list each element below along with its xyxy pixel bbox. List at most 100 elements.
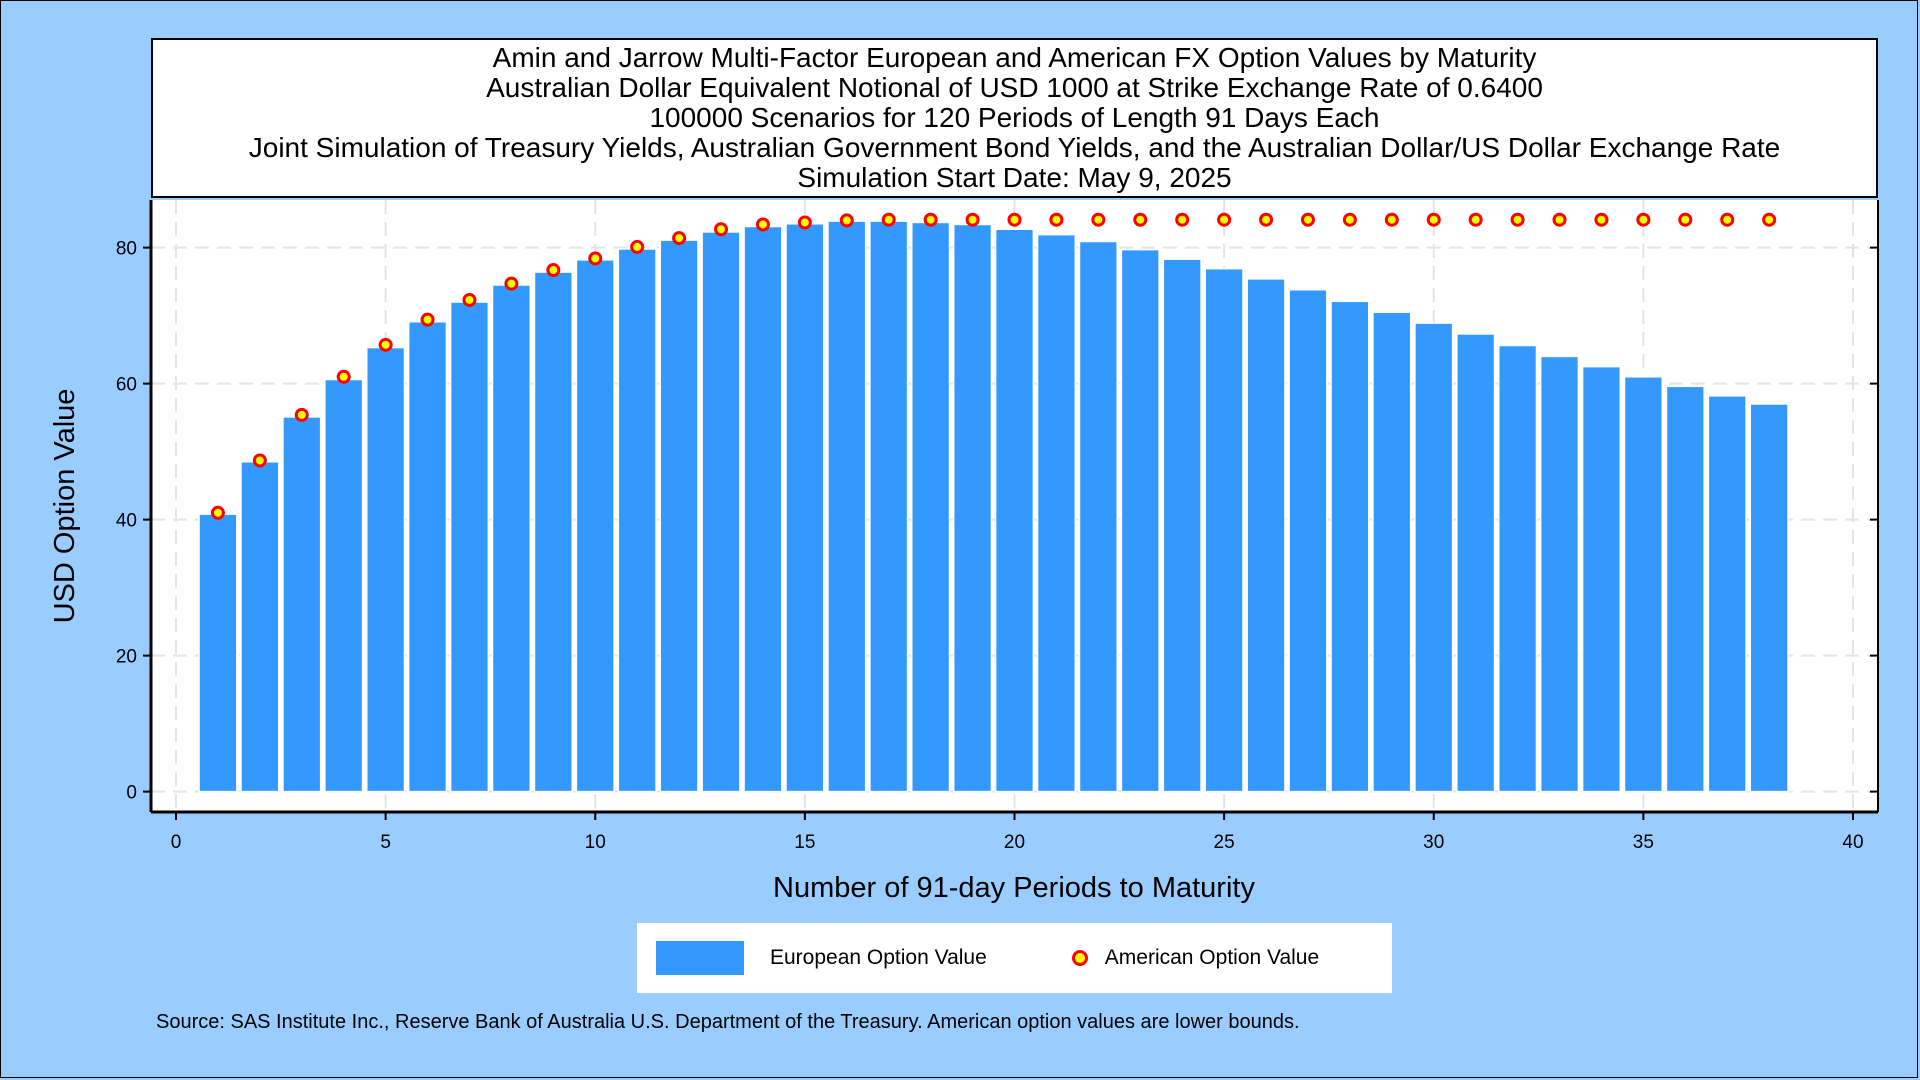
marker-american-38 [1762,212,1777,227]
marker-american-29 [1384,212,1399,227]
marker-american-6 [420,312,435,327]
legend-label-american: American Option Value [1104,946,1320,969]
marker-american-12 [672,231,687,246]
x-tick-label: 0 [171,832,182,853]
marker-american-18 [923,212,938,227]
legend: European Option Value American Option Va… [637,923,1392,993]
bar-european-8 [491,284,532,793]
marker-american-30 [1426,212,1441,227]
legend-swatch-european [656,941,744,975]
x-tick-label: 35 [1633,832,1654,853]
marker-american-4 [336,369,351,384]
bar-european-28 [1330,300,1370,793]
marker-american-36 [1678,212,1693,227]
bar-european-13 [701,231,741,793]
bar-european-11 [617,248,657,793]
source-note: Source: SAS Institute Inc., Reserve Bank… [156,1011,1300,1033]
y-tick-label: 80 [116,239,137,260]
marker-american-33 [1552,212,1567,227]
marker-american-8 [504,276,519,291]
marker-american-23 [1133,212,1148,227]
y-tick-label: 20 [116,647,137,668]
marker-american-35 [1636,212,1651,227]
bar-european-17 [869,220,909,793]
marker-american-16 [839,213,854,228]
x-axis-title: Number of 91-day Periods to Maturity [773,872,1255,904]
bar-european-35 [1623,376,1663,793]
bars-european [198,220,1789,793]
marker-american-26 [1259,212,1274,227]
bar-european-34 [1581,365,1622,793]
bar-european-18 [911,221,951,793]
marker-american-34 [1594,212,1609,227]
x-tick-label: 20 [1004,832,1025,853]
bar-european-22 [1078,240,1118,793]
marker-american-11 [630,239,645,254]
bar-european-5 [366,346,406,793]
bar-european-31 [1456,333,1496,793]
x-tick-label: 10 [585,832,606,853]
title-line-1: Amin and Jarrow Multi-Factor European an… [492,42,1537,73]
bar-european-27 [1288,289,1328,793]
bar-european-16 [827,220,867,793]
bar-european-14 [743,225,783,793]
marker-american-7 [462,292,477,307]
x-tick-label: 30 [1423,832,1444,853]
title-line-3: 100000 Scenarios for 120 Periods of Leng… [649,102,1380,133]
bar-european-20 [994,228,1035,793]
title-line-4: Joint Simulation of Treasury Yields, Aus… [248,132,1781,163]
bar-european-37 [1707,395,1747,793]
bar-european-32 [1497,344,1538,793]
chart-title: Amin and Jarrow Multi-Factor European an… [151,38,1878,198]
bar-european-12 [659,239,699,793]
marker-american-15 [797,215,812,230]
marker-american-21 [1049,212,1064,227]
y-tick-label: 0 [126,783,137,804]
marker-american-25 [1217,212,1232,227]
bar-european-36 [1665,385,1705,793]
bar-european-19 [952,223,993,793]
bar-european-1 [198,513,238,793]
bar-european-25 [1204,267,1244,793]
bar-european-10 [575,259,615,793]
marker-american-19 [965,212,980,227]
marker-american-1 [210,505,225,520]
bar-european-30 [1414,322,1454,793]
marker-american-20 [1007,212,1022,227]
x-tick-label: 15 [794,832,815,853]
bar-european-26 [1246,278,1286,793]
marker-american-3 [294,407,309,422]
marker-american-24 [1175,212,1190,227]
marker-american-13 [714,222,729,237]
bar-european-23 [1120,248,1160,793]
marker-american-22 [1091,212,1106,227]
y-axis-title: USD Option Value [49,389,81,624]
bar-european-38 [1749,403,1789,793]
marker-american-27 [1300,212,1315,227]
bar-european-3 [282,416,322,793]
marker-american-32 [1510,212,1525,227]
bar-european-29 [1372,311,1412,793]
bar-european-6 [407,320,448,793]
title-line-5: Simulation Start Date: May 9, 2025 [797,162,1232,193]
marker-american-37 [1720,212,1735,227]
marker-american-10 [588,251,603,266]
bar-european-2 [240,461,280,793]
y-tick-label: 60 [116,375,137,396]
bar-european-9 [533,271,573,793]
markers-american [210,212,1777,520]
marker-american-2 [252,453,267,468]
y-tick-label: 40 [116,511,137,532]
x-tick-label: 5 [380,832,391,853]
axes: 0 20 40 60 80 0 5 10 15 20 25 30 35 40 [116,200,1879,853]
legend-swatch-american [1071,950,1088,966]
marker-american-28 [1342,212,1357,227]
x-tick-label: 40 [1842,832,1863,853]
x-tick-label: 25 [1214,832,1235,853]
title-line-2: Australian Dollar Equivalent Notional of… [486,72,1543,103]
marker-american-31 [1468,212,1483,227]
bar-european-7 [449,301,490,793]
bar-european-24 [1162,258,1202,793]
